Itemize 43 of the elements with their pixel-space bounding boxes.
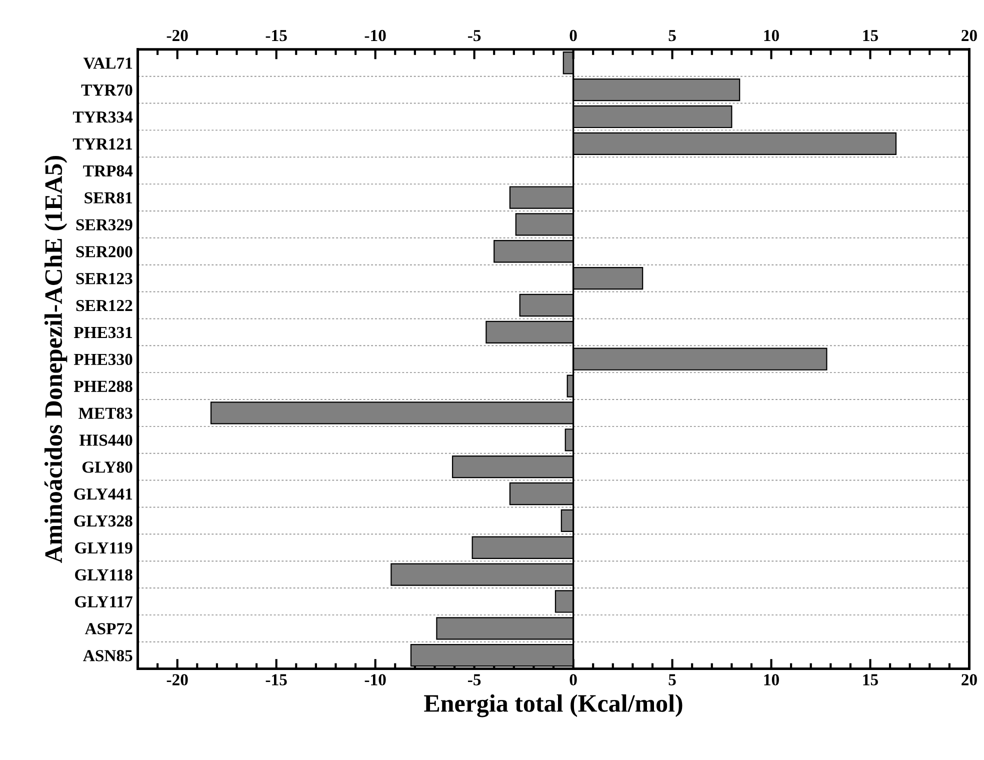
y-axis-title: Aminoácidos Donepezil-AChE (1EA5) xyxy=(44,156,68,564)
y-tick-label: GLY80 xyxy=(82,462,132,473)
y-tick-label: TYR121 xyxy=(72,138,132,150)
y-tick-label: PHE330 xyxy=(74,354,132,366)
y-tick-label: SER329 xyxy=(76,219,132,230)
y-tick-label: PHE288 xyxy=(74,380,132,392)
y-tick-label: SER200 xyxy=(76,246,132,258)
x-tick-label: -5 xyxy=(468,674,481,686)
y-tick-label: TYR70 xyxy=(81,84,132,96)
y-tick-label: GLY328 xyxy=(74,515,132,527)
y-tick-label: VAL71 xyxy=(83,58,132,69)
x-tick-label: 20 xyxy=(962,674,977,686)
x2-tick-label: -5 xyxy=(468,30,481,42)
y-tick-label: ASP72 xyxy=(84,623,132,634)
y-tick-label: MET83 xyxy=(78,408,132,419)
x2-tick-label: 5 xyxy=(668,30,676,42)
x-tick-label: 5 xyxy=(668,674,676,686)
y-tick-label: GLY118 xyxy=(75,569,132,580)
x-tick-label: 0 xyxy=(570,674,577,686)
x-tick-label: -10 xyxy=(364,674,386,686)
x2-tick-label: 0 xyxy=(570,30,577,42)
y-tick-label: GLY119 xyxy=(75,542,132,554)
x-axis-title: Energia total (Kcal/mol) xyxy=(424,694,682,718)
x2-tick-label: -20 xyxy=(166,30,188,42)
y-tick-label: SER123 xyxy=(76,273,132,284)
x-tick-label: 15 xyxy=(863,674,878,686)
x-tick-label: -20 xyxy=(166,674,188,686)
y-tick-label: GLY441 xyxy=(74,488,132,500)
y-tick-label: ASN85 xyxy=(83,650,132,662)
x-tick-label: 10 xyxy=(764,674,779,686)
x2-tick-label: 20 xyxy=(962,30,977,42)
y-tick-label: PHE331 xyxy=(74,326,132,338)
y-tick-label: SER122 xyxy=(76,300,132,312)
x2-tick-label: 15 xyxy=(863,30,878,42)
x2-tick-label: -10 xyxy=(364,30,386,42)
x2-tick-label: 10 xyxy=(764,30,779,42)
y-tick-label: TRP84 xyxy=(83,165,133,177)
y-tick-label: SER81 xyxy=(84,192,132,204)
x-tick-label: -15 xyxy=(266,674,287,686)
x2-tick-label: -15 xyxy=(266,30,287,42)
y-tick-label: HIS440 xyxy=(79,434,132,446)
y-tick-label: TYR334 xyxy=(72,111,133,123)
y-tick-label: GLY117 xyxy=(75,596,132,608)
